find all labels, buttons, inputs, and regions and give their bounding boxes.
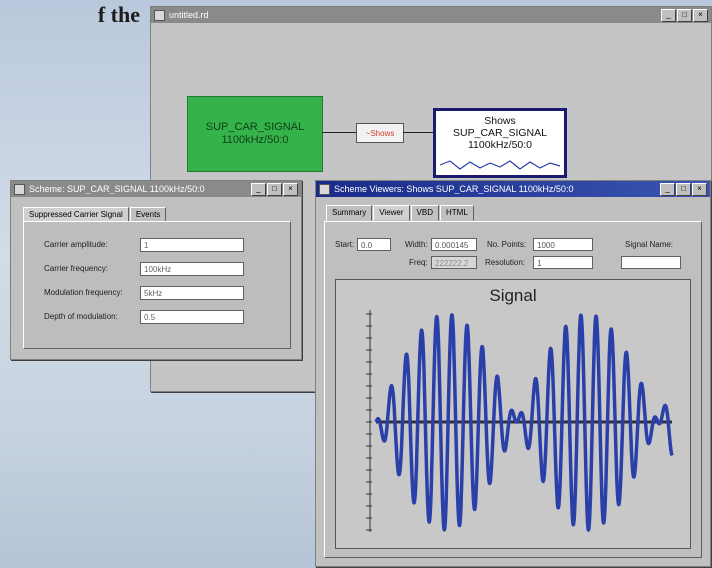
start-label: Start: <box>335 240 355 249</box>
signal-plot[interactable]: Signal <box>335 279 691 549</box>
scope-block-title: Shows <box>484 115 516 127</box>
maximize-icon[interactable]: □ <box>267 182 282 196</box>
scope-block-name: SUP_CAR_SIGNAL <box>453 127 547 139</box>
resolution-input[interactable]: 1 <box>533 256 593 269</box>
scheme-parameters-panel: Carrier amplitude: 1 Carrier frequency: … <box>23 221 291 349</box>
viewer-tabs: Summary Viewer VBD HTML <box>326 205 475 221</box>
points-label: No. Points: <box>487 240 527 249</box>
maximize-icon[interactable]: □ <box>676 182 691 196</box>
close-icon[interactable]: × <box>283 182 298 196</box>
connector-line <box>322 132 356 133</box>
scheme-window-titlebar[interactable]: Scheme: SUP_CAR_SIGNAL 1100kHz/50:0 _ □ … <box>11 181 301 197</box>
connector-line <box>403 132 433 133</box>
tab-summary[interactable]: Summary <box>326 205 373 221</box>
scope-waveform-icon <box>439 160 561 170</box>
operator-block[interactable]: ~Shows <box>356 123 404 143</box>
source-block[interactable]: SUP_CAR_SIGNAL 1100kHz/50:0 <box>187 96 323 172</box>
depth-of-modulation-label: Depth of modulation: <box>44 312 118 321</box>
freq-input: 222222.2 <box>431 256 477 269</box>
scope-block-params: 1100kHz/50:0 <box>467 139 532 151</box>
start-input[interactable]: 0.0 <box>357 238 391 251</box>
carrier-frequency-label: Carrier frequency: <box>44 264 109 273</box>
carrier-amplitude-input[interactable]: 1 <box>140 238 244 252</box>
scheme-window[interactable]: Scheme: SUP_CAR_SIGNAL 1100kHz/50:0 _ □ … <box>10 180 302 360</box>
width-label: Width: <box>405 240 428 249</box>
minimize-icon[interactable]: _ <box>251 182 266 196</box>
viewer-window-titlebar[interactable]: Scheme Viewers: Shows SUP_CAR_SIGNAL 110… <box>316 181 710 197</box>
resolution-label: Resolution: <box>485 258 526 267</box>
tab-vbd[interactable]: VBD <box>410 205 439 221</box>
scheme-window-title: Scheme: SUP_CAR_SIGNAL 1100kHz/50:0 <box>29 184 205 194</box>
plot-title: Signal <box>489 286 537 305</box>
signal-name-label: Signal Name: <box>625 240 674 249</box>
viewer-window[interactable]: Scheme Viewers: Shows SUP_CAR_SIGNAL 110… <box>315 180 711 567</box>
source-block-params: 1100kHz/50:0 <box>221 134 289 146</box>
window-menu-icon[interactable] <box>319 183 330 195</box>
window-menu-icon[interactable] <box>14 183 25 195</box>
scheme-tabs: Suppressed Carrier Signal Events <box>23 207 167 223</box>
modulation-frequency-label: Modulation frequency: <box>44 288 123 297</box>
signal-name-input[interactable] <box>621 256 681 269</box>
points-input[interactable]: 1000 <box>533 238 593 251</box>
maximize-icon[interactable]: □ <box>677 8 692 22</box>
minimize-icon[interactable]: _ <box>660 182 675 196</box>
carrier-frequency-input[interactable]: 100kHz <box>140 262 244 276</box>
viewer-panel: Start: 0.0 Width: 0.000145 Freq: 222222.… <box>324 221 702 558</box>
window-menu-icon[interactable] <box>154 9 165 21</box>
carrier-amplitude-label: Carrier amplitude: <box>44 240 108 249</box>
diagram-window-title: untitled.rd <box>169 10 209 20</box>
signal-plot-svg <box>366 310 674 532</box>
intro-text: f the <box>97 2 140 27</box>
diagram-window-titlebar[interactable]: untitled.rd _ □ × <box>151 7 711 23</box>
width-input[interactable]: 0.000145 <box>431 238 477 251</box>
viewer-window-title: Scheme Viewers: Shows SUP_CAR_SIGNAL 110… <box>334 184 574 194</box>
minimize-icon[interactable]: _ <box>661 8 676 22</box>
operator-block-label: ~Shows <box>365 128 395 138</box>
freq-label: Freq: <box>409 258 428 267</box>
source-block-name: SUP_CAR_SIGNAL <box>205 121 305 133</box>
close-icon[interactable]: × <box>692 182 707 196</box>
signal-series-line <box>374 313 674 532</box>
tab-html[interactable]: HTML <box>440 205 474 221</box>
tab-viewer[interactable]: Viewer <box>373 205 410 221</box>
modulation-frequency-input[interactable]: 5kHz <box>140 286 244 300</box>
close-icon[interactable]: × <box>693 8 708 22</box>
depth-of-modulation-input[interactable]: 0.5 <box>140 310 244 324</box>
scope-block[interactable]: Shows SUP_CAR_SIGNAL 1100kHz/50:0 <box>433 108 567 178</box>
